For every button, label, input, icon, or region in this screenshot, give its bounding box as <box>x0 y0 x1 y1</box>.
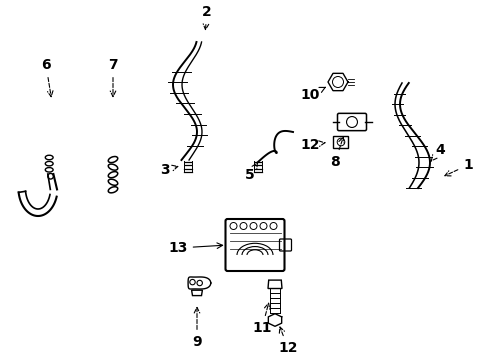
Polygon shape <box>328 73 348 91</box>
Text: 1: 1 <box>445 158 473 176</box>
Text: 9: 9 <box>192 307 202 349</box>
Bar <box>333 136 348 148</box>
Text: 5: 5 <box>245 163 258 182</box>
Text: 8: 8 <box>330 137 344 169</box>
Text: 12: 12 <box>300 138 325 152</box>
Text: 13: 13 <box>168 241 222 255</box>
Polygon shape <box>188 277 211 289</box>
Polygon shape <box>269 314 282 326</box>
Text: 2: 2 <box>202 5 212 30</box>
Text: 3: 3 <box>160 163 178 177</box>
Text: 4: 4 <box>431 143 445 162</box>
Text: 10: 10 <box>300 87 325 102</box>
Text: 7: 7 <box>108 58 118 96</box>
Text: 11: 11 <box>252 303 272 335</box>
Text: 6: 6 <box>41 58 53 96</box>
Text: 12: 12 <box>278 327 298 355</box>
